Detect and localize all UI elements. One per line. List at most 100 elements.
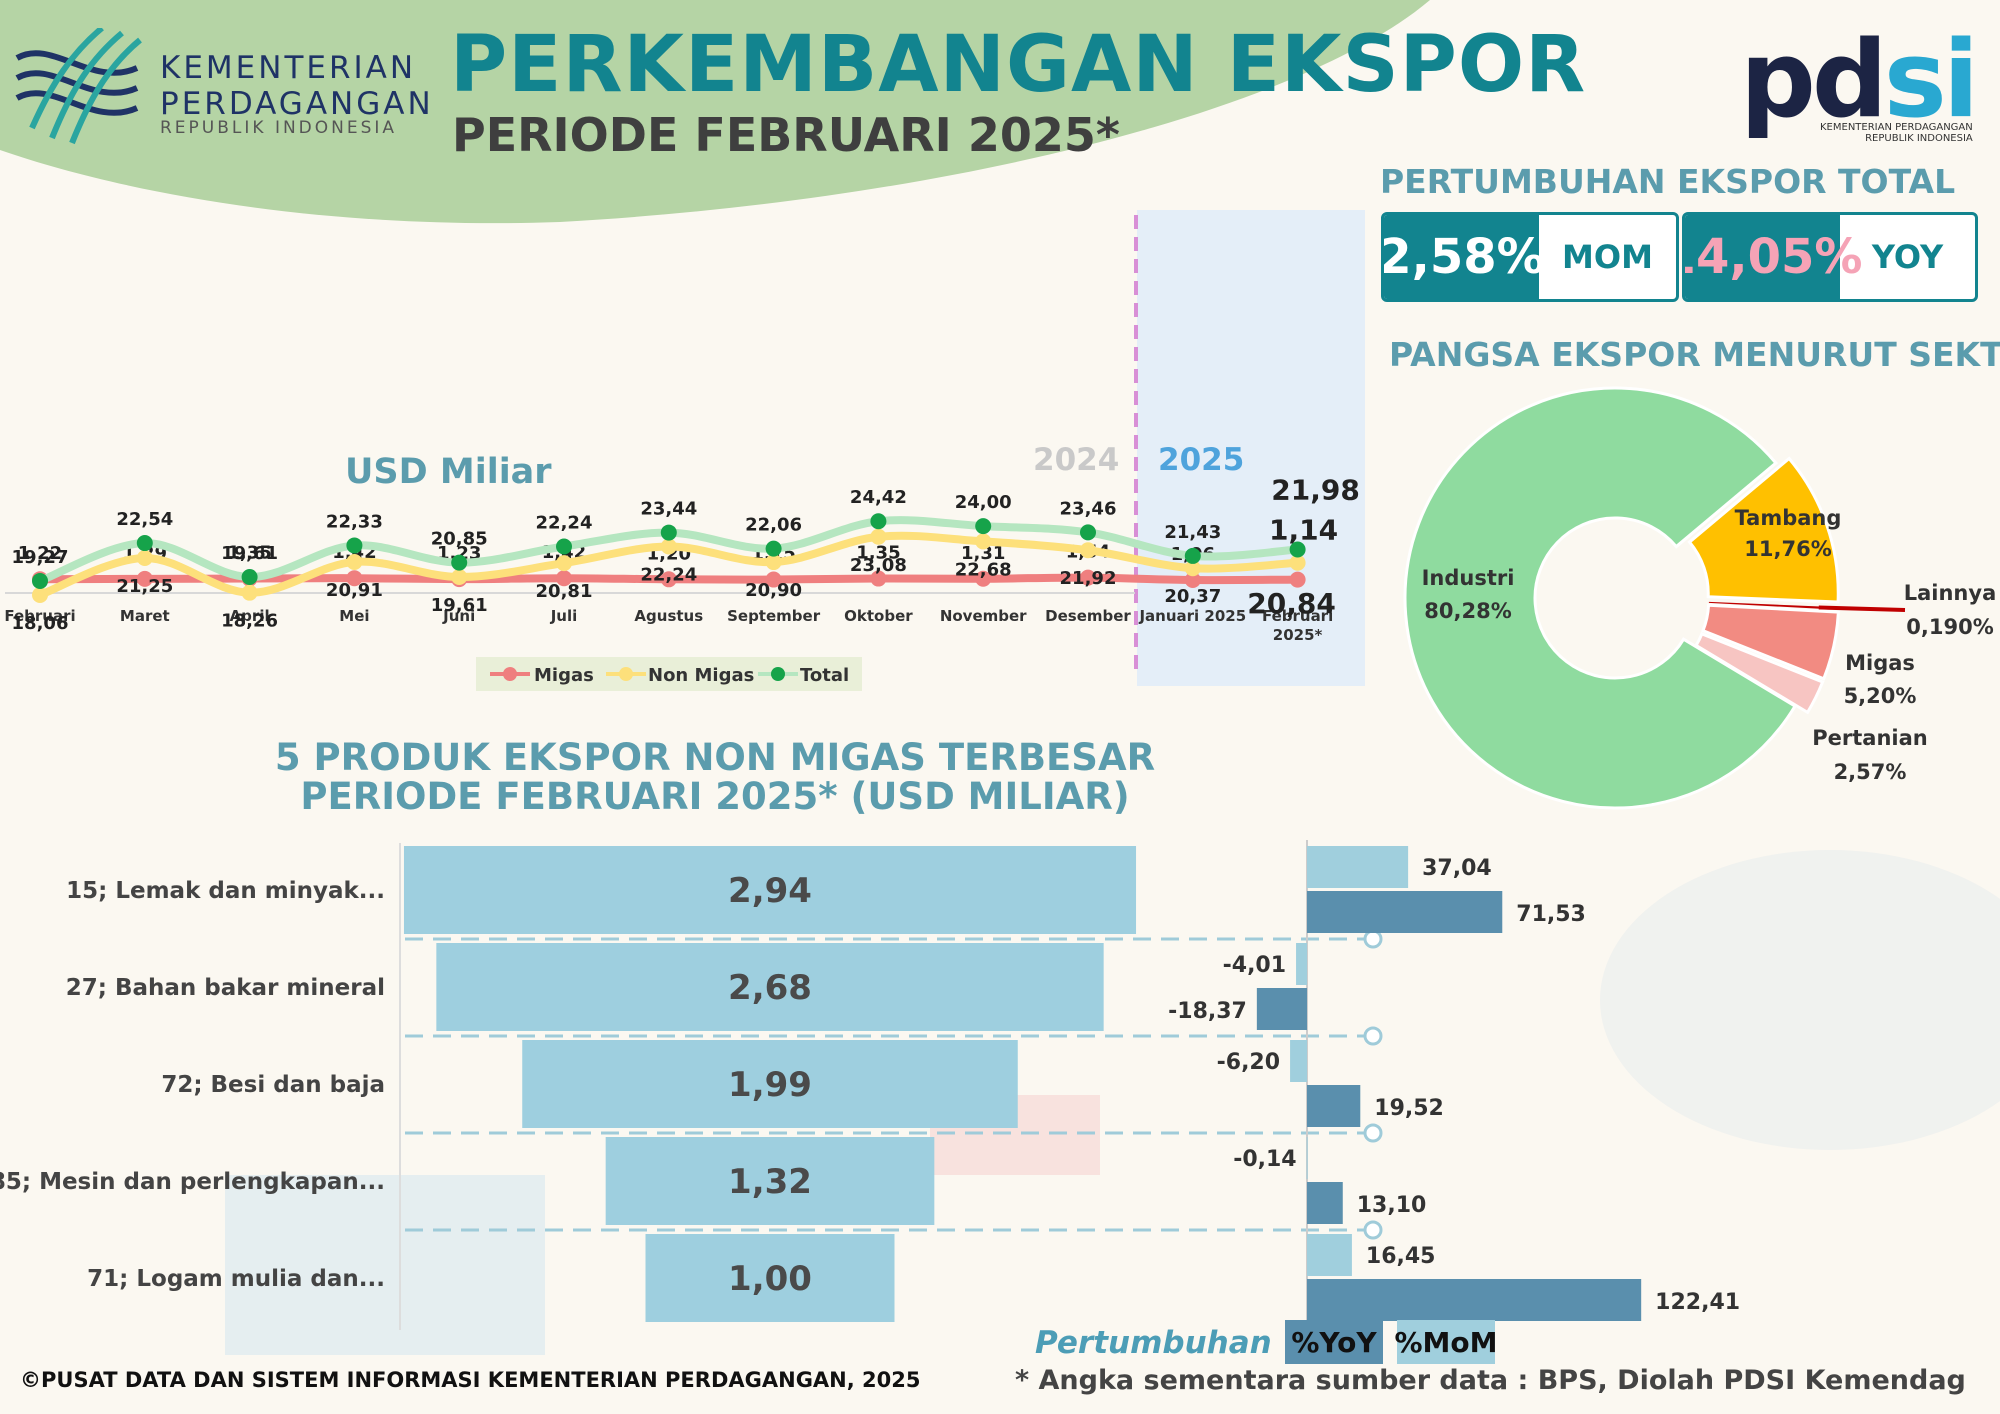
header-background: [0, 0, 1430, 224]
data-label: 19,27: [12, 547, 69, 568]
data-point: [1289, 554, 1306, 571]
product-bar-value: 1,32: [728, 1162, 812, 1202]
yoy-bar: [1307, 891, 1503, 933]
line-chart-legend: Migas Non Migas Total: [476, 657, 862, 691]
data-point: [1184, 547, 1201, 564]
yoy-bar-label: -18,37: [1168, 999, 1247, 1024]
row-separator-end: [1363, 1026, 1383, 1046]
footer-note: * Angka sementara sumber data : BPS, Dio…: [1015, 1365, 1966, 1396]
yoy-bar: [1307, 1085, 1361, 1127]
legend-nonmigas: Non Migas: [648, 665, 754, 686]
data-label: 1,35: [227, 543, 271, 564]
yoy-bar: [1307, 1279, 1642, 1321]
x-tick-label: Agustus: [634, 607, 703, 625]
page-subtitle: PERIODE FEBRUARI 2025*: [452, 108, 1120, 162]
data-label: 22,24: [536, 513, 593, 534]
product-bar-value: 2,68: [728, 968, 812, 1008]
x-tick-label: Oktober: [844, 607, 913, 625]
pdsi-logo-pd: pd: [1740, 18, 1888, 141]
growth-mom-box: 2,58% MOM: [1381, 212, 1679, 302]
donut-label-value: 11,76%: [1744, 537, 1831, 561]
legend-mom: %MoM: [1394, 1320, 1498, 1364]
data-label: 20,90: [745, 580, 802, 601]
product-bar: [522, 1040, 1018, 1128]
data-label: 19,61: [431, 595, 488, 616]
data-point: [1080, 524, 1096, 541]
data-point: [136, 535, 153, 552]
bar-chart-title-line2: PERIODE FEBRUARI 2025* (USD MILIAR): [300, 775, 1129, 818]
product-category-label: 15; Lemak dan minyak...: [66, 878, 385, 904]
yoy-bar-label: 122,41: [1655, 1290, 1740, 1315]
row-separator-end: [1363, 929, 1383, 949]
data-point: [660, 524, 677, 541]
donut-title: PANGSA EKSPOR MENURUT SEKTOR: [1389, 335, 2000, 374]
data-point: [32, 572, 48, 589]
x-tick-label: Maret: [120, 607, 170, 625]
donut-label-name: Lainnya: [1904, 581, 1997, 605]
data-point: [556, 538, 572, 555]
year-2025-shade: [1137, 210, 1365, 686]
data-label: 20,81: [536, 581, 593, 602]
donut-label-value: 80,28%: [1424, 599, 1511, 623]
product-bar: [645, 1234, 895, 1322]
legend-total: Total: [800, 665, 849, 686]
data-point: [1080, 542, 1096, 559]
growth-yoy-label: YOY: [1871, 238, 1944, 276]
pdsi-sub-line2: REPUBLIK INDONESIA: [1865, 133, 1973, 144]
data-label: 24,42: [850, 487, 907, 508]
donut-slice-industri: [1403, 386, 1798, 810]
donut-slice-lainnya: [1708, 601, 1839, 610]
data-point: [346, 537, 363, 554]
data-point: [870, 513, 887, 530]
data-label: 1,35: [856, 543, 900, 564]
data-point: [556, 570, 572, 587]
data-point: [451, 554, 468, 571]
data-label: 20,91: [326, 580, 383, 601]
data-point: [870, 528, 887, 545]
mom-bar: [1306, 1137, 1308, 1179]
sector-donut-chart: Tambang 11,76% Lainnya 0,190% Migas 5,20% Pert…: [1403, 386, 1997, 810]
data-label: 21,98: [1271, 474, 1360, 507]
x-tick-label: Januari 2025: [1138, 607, 1246, 625]
pdsi-sub-line1: KEMENTERIAN PERDAGANGAN: [1820, 122, 1973, 133]
yoy-bar: [1307, 1182, 1343, 1224]
mom-bar-label: -6,20: [1217, 1050, 1280, 1075]
data-point: [660, 538, 677, 555]
row-separator-end: [1363, 1220, 1383, 1240]
product-category-label: 85; Mesin dan perlengkapan...: [0, 1169, 385, 1195]
product-bar: [403, 846, 1137, 934]
pdsi-logo: pdsi: [1740, 18, 1979, 141]
decorative-illustrations: [225, 850, 2000, 1355]
mom-bar-label: 37,04: [1422, 856, 1492, 881]
export-line-chart: Februari Maret April Mei Juni Juli Agustus Sept…: [4, 474, 1360, 644]
data-label: 20,37: [1164, 586, 1221, 607]
data-label: 21,92: [1060, 568, 1117, 589]
data-label: 23,08: [850, 555, 907, 576]
data-label: 1,31: [961, 543, 1005, 564]
donut-label-value: 5,20%: [1844, 684, 1917, 708]
data-point: [1184, 560, 1201, 577]
year-label-2024: 2024: [1033, 442, 1119, 478]
data-label: 22,24: [640, 565, 697, 586]
product-bar-value: 1,00: [728, 1259, 812, 1299]
data-point: [451, 569, 468, 586]
data-label: 1,22: [18, 543, 62, 564]
legend-yoy: %YoY: [1285, 1320, 1383, 1364]
year-label-2025: 2025: [1158, 442, 1244, 478]
data-point: [241, 569, 258, 586]
data-point: [870, 570, 887, 587]
product-bar-value: 2,94: [728, 871, 812, 911]
data-label: 1,14: [1269, 514, 1338, 547]
x-tick-label: Desember: [1045, 607, 1131, 625]
data-point: [241, 584, 258, 601]
growth-yoy-value: 14,05%: [1685, 215, 1862, 299]
ministry-name-line2: PERDAGANGAN: [160, 86, 434, 122]
top-products-bar-chart: 2,94 15; Lemak dan minyak... 2,68 27; Bahan…: [0, 843, 1383, 1330]
x-tick-label: Mei: [339, 607, 369, 625]
data-label: 24,00: [955, 492, 1012, 513]
bar-chart-title-line1: 5 PRODUK EKSPOR NON MIGAS TERBESAR: [275, 736, 1155, 779]
donut-label-value: 2,57%: [1834, 760, 1907, 784]
ministry-logo-icon: [15, 25, 142, 145]
data-point: [975, 518, 992, 535]
